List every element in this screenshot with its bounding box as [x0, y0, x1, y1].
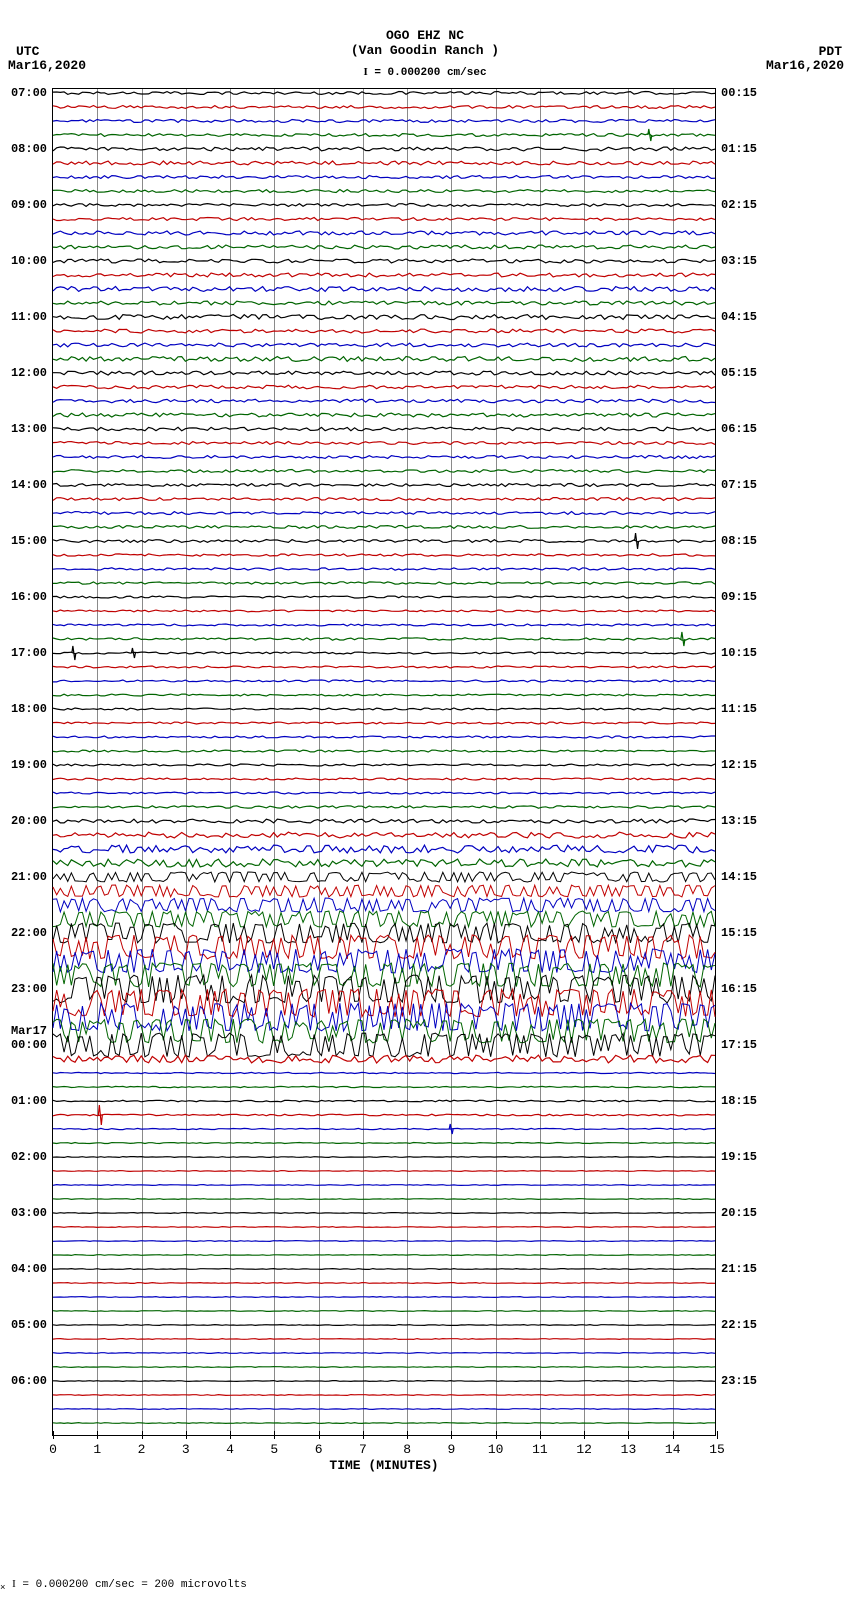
seismogram-trace: [53, 1423, 715, 1437]
utc-hour-label: 19:00: [11, 758, 53, 772]
utc-hour-label: 00:00: [11, 1038, 53, 1052]
x-tick-label: 3: [182, 1442, 190, 1457]
pdt-hour-label: 04:15: [715, 310, 757, 324]
pdt-hour-label: 01:15: [715, 142, 757, 156]
pdt-hour-label: 11:15: [715, 702, 757, 716]
utc-hour-label: 01:00: [11, 1094, 53, 1108]
pdt-hour-label: 13:15: [715, 814, 757, 828]
seismogram-plot: TIME (MINUTES) 012345678910111213141507:…: [52, 88, 716, 1436]
utc-hour-label: 15:00: [11, 534, 53, 548]
x-tick-label: 12: [576, 1442, 592, 1457]
x-tick-label: 9: [447, 1442, 455, 1457]
utc-hour-label: 10:00: [11, 254, 53, 268]
pdt-hour-label: 15:15: [715, 926, 757, 940]
pdt-hour-label: 00:15: [715, 86, 757, 100]
x-tick: [717, 1431, 718, 1439]
utc-hour-label: 16:00: [11, 590, 53, 604]
utc-hour-label: 14:00: [11, 478, 53, 492]
pdt-hour-label: 19:15: [715, 1150, 757, 1164]
utc-hour-label: 04:00: [11, 1262, 53, 1276]
x-tick-label: 0: [49, 1442, 57, 1457]
utc-hour-label: 03:00: [11, 1206, 53, 1220]
x-tick-label: 6: [315, 1442, 323, 1457]
x-tick-label: 4: [226, 1442, 234, 1457]
date-right: Mar16,2020: [766, 58, 844, 73]
x-axis-title: TIME (MINUTES): [329, 1458, 438, 1473]
utc-hour-label: 20:00: [11, 814, 53, 828]
utc-hour-label: 23:00: [11, 982, 53, 996]
x-tick-label: 8: [403, 1442, 411, 1457]
pdt-hour-label: 20:15: [715, 1206, 757, 1220]
x-tick-label: 5: [270, 1442, 278, 1457]
utc-hour-label: 07:00: [11, 86, 53, 100]
date-left: Mar16,2020: [8, 58, 86, 73]
station-location: (Van Goodin Ranch ): [0, 43, 850, 58]
pdt-hour-label: 06:15: [715, 422, 757, 436]
pdt-hour-label: 17:15: [715, 1038, 757, 1052]
x-tick-label: 11: [532, 1442, 548, 1457]
pdt-hour-label: 21:15: [715, 1262, 757, 1276]
pdt-hour-label: 07:15: [715, 478, 757, 492]
pdt-hour-label: 05:15: [715, 366, 757, 380]
x-tick-label: 15: [709, 1442, 725, 1457]
utc-hour-label: 05:00: [11, 1318, 53, 1332]
utc-hour-label: 13:00: [11, 422, 53, 436]
utc-hour-label: 21:00: [11, 870, 53, 884]
pdt-hour-label: 03:15: [715, 254, 757, 268]
pdt-hour-label: 08:15: [715, 534, 757, 548]
utc-hour-label: 06:00: [11, 1374, 53, 1388]
pdt-hour-label: 18:15: [715, 1094, 757, 1108]
pdt-hour-label: 16:15: [715, 982, 757, 996]
utc-hour-label: 17:00: [11, 646, 53, 660]
x-tick-label: 2: [138, 1442, 146, 1457]
pdt-hour-label: 22:15: [715, 1318, 757, 1332]
pdt-hour-label: 12:15: [715, 758, 757, 772]
utc-hour-label: 08:00: [11, 142, 53, 156]
pdt-hour-label: 14:15: [715, 870, 757, 884]
day-change-label: Mar17: [11, 1024, 53, 1038]
timezone-left: UTC: [16, 44, 39, 59]
utc-hour-label: 09:00: [11, 198, 53, 212]
x-tick-label: 13: [621, 1442, 637, 1457]
pdt-hour-label: 23:15: [715, 1374, 757, 1388]
x-tick-label: 1: [93, 1442, 101, 1457]
pdt-hour-label: 10:15: [715, 646, 757, 660]
x-tick-label: 7: [359, 1442, 367, 1457]
station-code: OGO EHZ NC: [0, 28, 850, 43]
footer-scale: × I = 0.000200 cm/sec = 200 microvolts: [0, 1578, 247, 1593]
x-tick-label: 10: [488, 1442, 504, 1457]
utc-hour-label: 11:00: [11, 310, 53, 324]
pdt-hour-label: 02:15: [715, 198, 757, 212]
scale-reference: I = 0.000200 cm/sec: [0, 66, 850, 79]
x-tick-label: 14: [665, 1442, 681, 1457]
utc-hour-label: 18:00: [11, 702, 53, 716]
pdt-hour-label: 09:15: [715, 590, 757, 604]
utc-hour-label: 12:00: [11, 366, 53, 380]
timezone-right: PDT: [819, 44, 842, 59]
utc-hour-label: 22:00: [11, 926, 53, 940]
utc-hour-label: 02:00: [11, 1150, 53, 1164]
